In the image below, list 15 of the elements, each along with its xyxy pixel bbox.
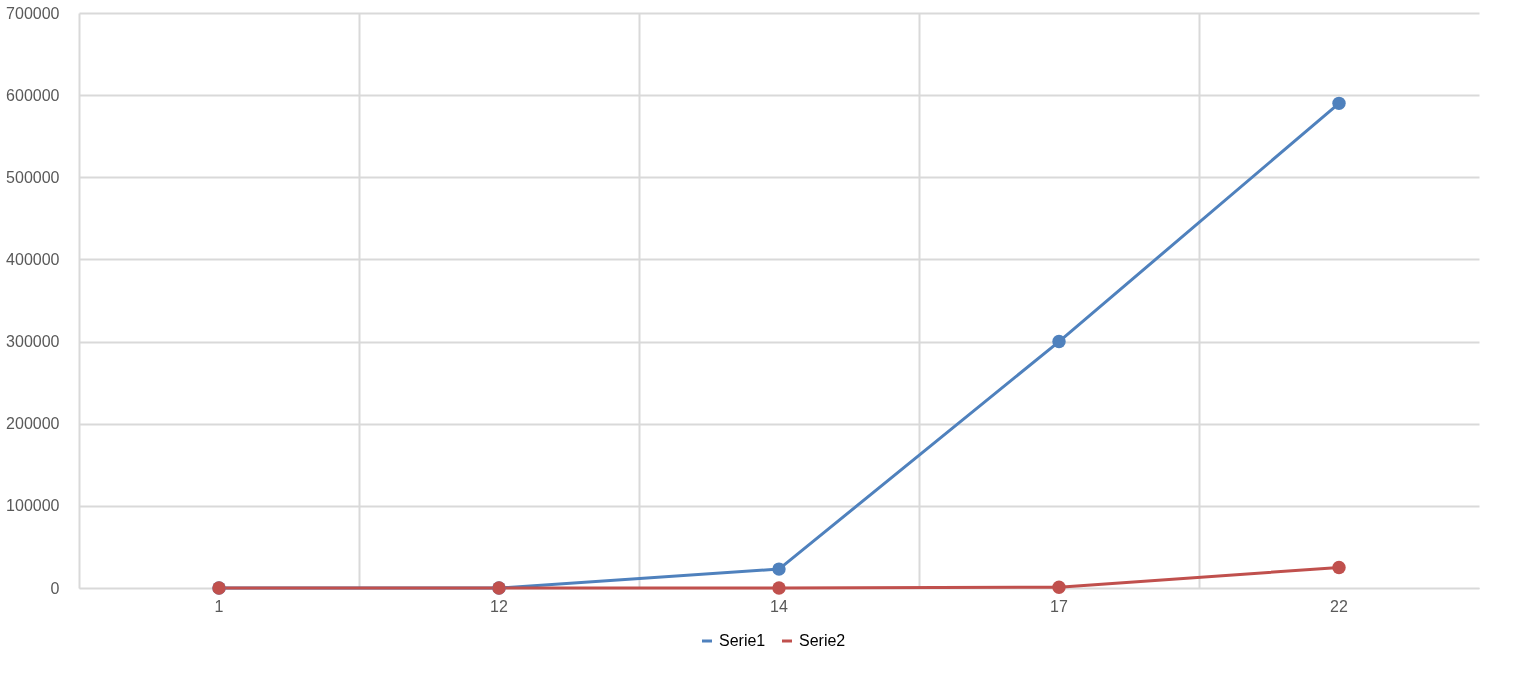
y-tick-label: 500000 (6, 168, 60, 186)
x-tick-label: 14 (770, 597, 788, 615)
y-tick-label: 400000 (6, 250, 60, 268)
y-tick-label: 600000 (6, 86, 60, 104)
x-tick-label: 1 (214, 597, 224, 615)
x-tick-label: 12 (490, 597, 508, 615)
y-tick-label: 300000 (6, 333, 60, 351)
y-tick-label: 100000 (6, 497, 60, 515)
x-tick-label: 22 (1330, 597, 1348, 615)
y-tick-label: 0 (50, 579, 60, 597)
legend-label: Serie1 (719, 632, 766, 649)
y-tick-label: 700000 (6, 4, 60, 22)
x-tick-label: 17 (1050, 597, 1068, 615)
y-tick-label: 200000 (6, 415, 60, 433)
legend-label: Serie2 (799, 632, 846, 649)
